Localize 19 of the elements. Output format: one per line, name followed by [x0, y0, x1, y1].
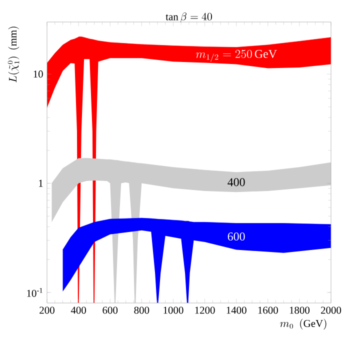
y-tick-label: 10 [34, 70, 43, 78]
x-axis-title: $m_0\ \ (\mathrm{GeV})$ [280, 318, 326, 330]
x-tick-label: 1600 [258, 306, 278, 314]
x-tick-label: 1000 [164, 306, 184, 314]
x-tick-label: 400 [70, 306, 86, 314]
chart-title: $\tan\beta = 40$ [166, 12, 212, 22]
x-tick-label: 200 [40, 306, 54, 314]
y-tick-label: 1 [39, 180, 43, 187]
x-tick-label: 1800 [290, 306, 310, 314]
series-label: 400 [228, 178, 245, 186]
y-tick-label: 10$^{-1}$ [27, 288, 42, 297]
y-axis-title: $L(\tilde{\chi}_1^0)\ \ (\mathrm{mm})$ [8, 26, 20, 82]
x-tick-label: 1400 [226, 306, 246, 314]
series-label: $m_{1/2} = 250\,\mathrm{GeV}$ [196, 50, 277, 62]
series-label: 600 [228, 232, 245, 241]
x-tick-label: 1200 [195, 306, 215, 314]
x-tick-label: 600 [102, 306, 118, 314]
x-tick-label: 2000 [320, 306, 342, 314]
x-tick-label: 800 [134, 306, 150, 314]
